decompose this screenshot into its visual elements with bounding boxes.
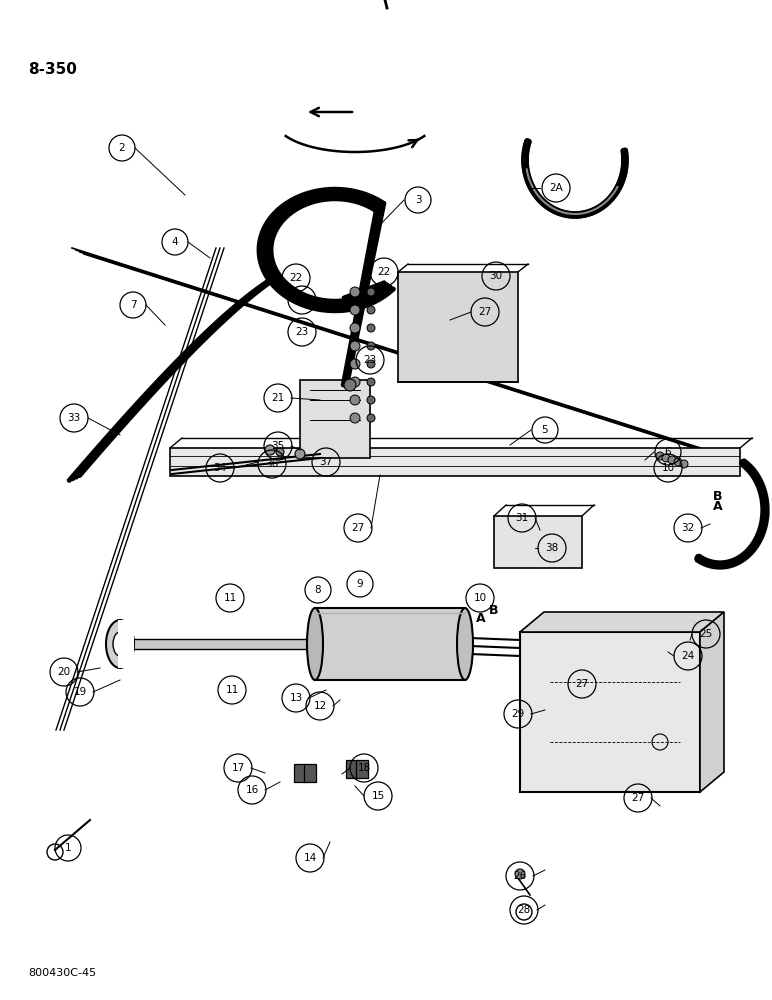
Bar <box>398 272 518 382</box>
Bar <box>346 760 358 778</box>
Polygon shape <box>520 612 724 632</box>
Text: 38: 38 <box>545 543 559 553</box>
Bar <box>494 516 582 568</box>
Text: 1: 1 <box>65 843 71 853</box>
Text: 32: 32 <box>682 523 695 533</box>
Bar <box>120 639 315 649</box>
Text: 23: 23 <box>296 295 309 305</box>
Text: 36: 36 <box>266 459 279 469</box>
Circle shape <box>367 360 375 368</box>
Text: B: B <box>489 603 499 616</box>
Text: 27: 27 <box>479 307 492 317</box>
Circle shape <box>350 359 360 369</box>
Circle shape <box>668 456 676 464</box>
Circle shape <box>367 342 375 350</box>
Circle shape <box>367 288 375 296</box>
Text: 27: 27 <box>631 793 645 803</box>
Text: 14: 14 <box>303 853 317 863</box>
Text: 2: 2 <box>119 143 125 153</box>
Circle shape <box>350 305 360 315</box>
Ellipse shape <box>457 608 473 680</box>
Text: 28: 28 <box>517 905 530 915</box>
Text: 22: 22 <box>378 267 391 277</box>
Text: 23: 23 <box>364 355 377 365</box>
Text: 25: 25 <box>699 629 713 639</box>
Bar <box>520 632 700 792</box>
Polygon shape <box>700 612 724 792</box>
Text: 22: 22 <box>290 273 303 283</box>
Text: 13: 13 <box>290 693 303 703</box>
Circle shape <box>674 458 682 466</box>
Text: 17: 17 <box>232 763 245 773</box>
Circle shape <box>295 449 305 459</box>
Bar <box>170 448 740 476</box>
Bar <box>304 764 316 782</box>
Text: 31: 31 <box>516 513 529 523</box>
Text: 800430C-45: 800430C-45 <box>28 968 96 978</box>
Circle shape <box>350 377 360 387</box>
Circle shape <box>367 306 375 314</box>
Text: B: B <box>713 489 723 502</box>
Text: 5: 5 <box>542 425 548 435</box>
Circle shape <box>367 378 375 386</box>
Text: 8-350: 8-350 <box>28 62 77 77</box>
Text: 29: 29 <box>511 709 525 719</box>
Circle shape <box>680 460 688 468</box>
Text: 8: 8 <box>315 585 321 595</box>
Text: 3: 3 <box>415 195 422 205</box>
Text: 19: 19 <box>73 687 86 697</box>
Text: 2A: 2A <box>549 183 563 193</box>
Text: A: A <box>713 499 723 512</box>
Circle shape <box>350 395 360 405</box>
Circle shape <box>367 396 375 404</box>
Bar <box>356 760 368 778</box>
Text: A: A <box>476 611 486 624</box>
Circle shape <box>350 287 360 297</box>
Text: 27: 27 <box>575 679 588 689</box>
Text: 10: 10 <box>662 463 675 473</box>
Circle shape <box>662 454 670 462</box>
Polygon shape <box>522 140 628 218</box>
Text: 9: 9 <box>357 579 364 589</box>
Circle shape <box>350 341 360 351</box>
Text: 37: 37 <box>320 457 333 467</box>
Circle shape <box>656 452 664 460</box>
Text: 15: 15 <box>371 791 384 801</box>
Text: 4: 4 <box>171 237 178 247</box>
Bar <box>118 620 134 668</box>
Circle shape <box>515 869 525 879</box>
Text: 27: 27 <box>351 523 364 533</box>
Text: 11: 11 <box>225 685 239 695</box>
Text: 10: 10 <box>473 593 486 603</box>
Ellipse shape <box>113 632 127 656</box>
Text: 24: 24 <box>682 651 695 661</box>
Circle shape <box>350 413 360 423</box>
Circle shape <box>265 445 275 455</box>
Bar <box>315 608 465 680</box>
Text: 21: 21 <box>272 393 285 403</box>
Text: 35: 35 <box>272 441 285 451</box>
Text: 7: 7 <box>130 300 137 310</box>
Text: 11: 11 <box>223 593 237 603</box>
Polygon shape <box>696 459 769 569</box>
Text: 6: 6 <box>665 447 672 457</box>
Text: 26: 26 <box>513 871 527 881</box>
Circle shape <box>350 323 360 333</box>
Text: 34: 34 <box>213 463 227 473</box>
Text: 23: 23 <box>296 327 309 337</box>
FancyBboxPatch shape <box>300 380 370 458</box>
Text: 33: 33 <box>67 413 80 423</box>
Text: 12: 12 <box>313 701 327 711</box>
Text: 20: 20 <box>57 667 70 677</box>
Circle shape <box>367 324 375 332</box>
Text: 30: 30 <box>489 271 503 281</box>
Ellipse shape <box>106 620 134 668</box>
Bar <box>294 764 306 782</box>
Text: 18: 18 <box>357 763 371 773</box>
Circle shape <box>344 379 356 391</box>
Text: 16: 16 <box>245 785 259 795</box>
Circle shape <box>367 414 375 422</box>
Ellipse shape <box>307 608 323 680</box>
Circle shape <box>276 448 284 456</box>
